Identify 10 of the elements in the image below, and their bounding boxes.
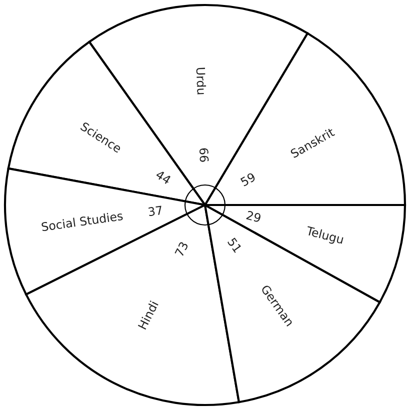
data-label: 73 [174, 241, 188, 258]
data-label: 51 [227, 237, 242, 253]
data-label: 37 [148, 206, 162, 216]
data-label: 44 [155, 170, 172, 184]
data-label: 66 [199, 148, 209, 162]
slice-label: Social Studies [41, 210, 123, 232]
data-label: 59 [240, 172, 256, 187]
data-label: 29 [246, 210, 262, 223]
slice-label: Telugu [305, 226, 344, 246]
slice-label: Urdu [196, 68, 206, 94]
